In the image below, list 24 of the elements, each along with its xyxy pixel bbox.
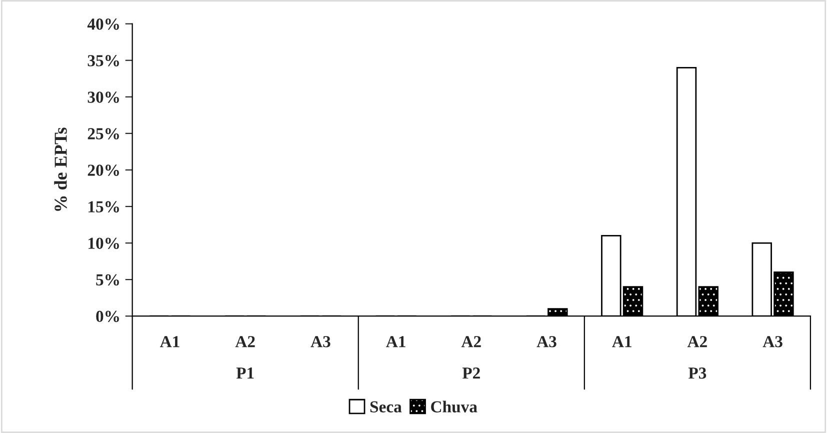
x-tick-label: A1 bbox=[160, 336, 180, 348]
text: P2 bbox=[462, 368, 480, 379]
y-tick-label: 20% bbox=[88, 164, 119, 176]
y-tick-label: 30% bbox=[88, 92, 119, 103]
y-tick-label: 40% bbox=[87, 18, 119, 30]
x-tick-label: A2 bbox=[235, 336, 255, 348]
y-tick-label: 25% bbox=[88, 128, 119, 140]
x-tick-label: A3 bbox=[536, 336, 556, 348]
legend-label: Chuva bbox=[431, 400, 478, 412]
y-tick-label: 35% bbox=[88, 55, 119, 66]
x-tick-label: A2 bbox=[687, 336, 707, 348]
text: P1 bbox=[236, 368, 254, 379]
y-tick-label: 5% bbox=[96, 274, 119, 286]
x-tick-label: A1 bbox=[386, 336, 406, 348]
y-tick-label: 15% bbox=[88, 201, 119, 212]
x-tick-label: A3 bbox=[762, 336, 782, 348]
x-tick-label: A1 bbox=[612, 336, 632, 348]
x-tick-label: A2 bbox=[461, 336, 481, 348]
y-tick-label: 10% bbox=[88, 238, 119, 250]
x-tick-label: A3 bbox=[310, 336, 330, 348]
y-tick-label: 0% bbox=[96, 310, 119, 322]
text: P3 bbox=[688, 368, 706, 379]
y-axis-title: % de EPTs bbox=[54, 128, 67, 211]
legend-label: Seca bbox=[370, 401, 402, 412]
